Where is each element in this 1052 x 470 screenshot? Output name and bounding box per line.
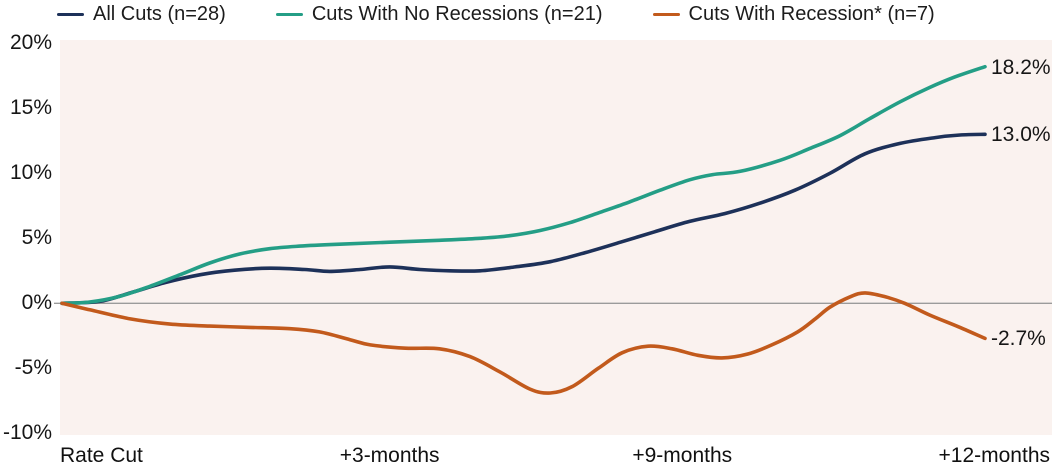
legend-swatch-icon	[57, 13, 84, 16]
legend-label: Cuts With No Recessions (n=21)	[311, 3, 603, 25]
y-tick-label: 0%	[21, 291, 52, 315]
plot-area	[60, 40, 1052, 435]
series-end-value-label: -2.7%	[991, 327, 1046, 351]
y-tick-label: -5%	[14, 356, 52, 380]
y-tick-label: 20%	[9, 31, 52, 55]
y-tick-label: 5%	[21, 226, 52, 250]
chart-legend: All Cuts (n=28) Cuts With No Recessions (…	[57, 3, 935, 26]
legend-swatch-icon	[275, 13, 303, 16]
x-tick-label: +9-months	[632, 444, 733, 467]
series-end-labels: 13.0% 18.2% -2.7%	[991, 0, 1052, 466]
legend-item: Cuts With No Recessions (n=21)	[275, 3, 603, 26]
legend-swatch-icon	[652, 13, 680, 16]
series-end-value-label: 13.0%	[991, 123, 1051, 147]
series-line	[60, 132, 987, 306]
legend-item: All Cuts (n=28)	[57, 3, 226, 26]
series-end-value-label: 18.2%	[991, 55, 1051, 79]
x-tick-label: +12-months	[938, 444, 1050, 467]
x-axis: Rate Cut +3-months +9-months +12-months	[0, 444, 1052, 470]
y-tick-label: 10%	[9, 161, 52, 185]
legend-label: All Cuts (n=28)	[93, 3, 226, 25]
legend-label: Cuts With Recession* (n=7)	[688, 3, 935, 25]
y-axis: 20% 15% 10% 5% 0% -5% -10%	[0, 0, 52, 466]
y-tick-label: 15%	[9, 96, 52, 120]
x-tick-label: +3-months	[339, 444, 440, 467]
legend-item: Cuts With Recession* (n=7)	[652, 3, 935, 26]
y-tick-label: -10%	[2, 421, 52, 445]
series-line	[60, 64, 987, 306]
series-line	[60, 291, 987, 395]
x-tick-label: Rate Cut	[60, 444, 143, 467]
